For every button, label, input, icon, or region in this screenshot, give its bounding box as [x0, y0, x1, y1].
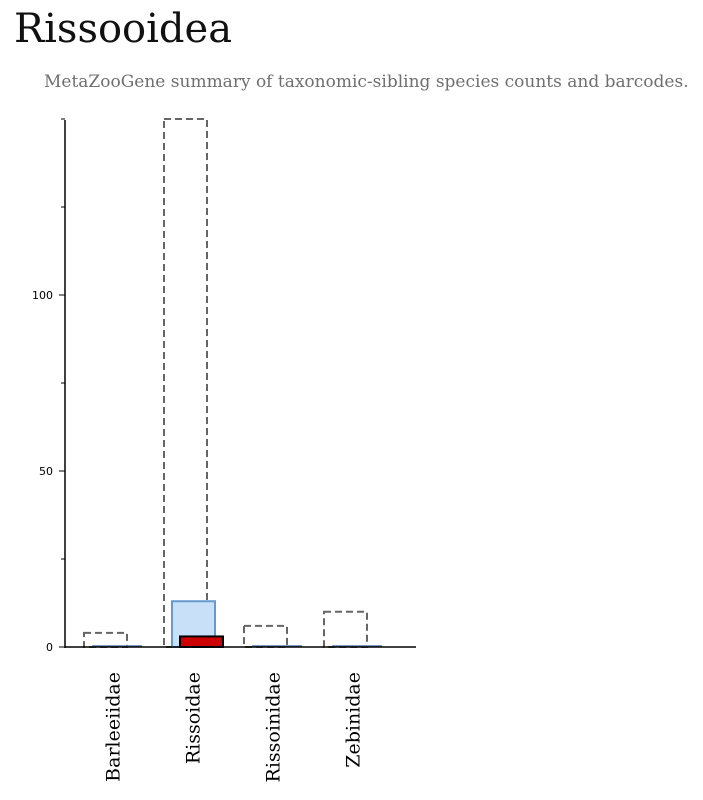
outline-bar-zebinidae: [323, 610, 368, 648]
y-tick-labels: 0 50 100: [32, 289, 53, 654]
x-tick-label-zebinidae: Zebinidae: [343, 672, 365, 768]
page-title: Rissooidea: [14, 6, 233, 52]
x-tick-labels: Barleeiidae Rissoidae Rissoinidae Zebinidae: [103, 672, 365, 782]
x-tick-label-rissoidae: Rissoidae: [183, 672, 205, 764]
y-minor-ticks: [59, 118, 65, 648]
outline-bar-barleeiidae: [83, 631, 128, 648]
x-tick-label-rissoinidae: Rissoinidae: [263, 672, 285, 782]
bars: [83, 118, 382, 649]
outline-bar-rissoidae: [163, 118, 208, 648]
x-tick-label-barleeiidae: Barleeiidae: [103, 672, 125, 782]
y-tick-label: 0: [46, 641, 53, 654]
y-tick-label: 100: [32, 289, 53, 302]
highlight-bar-rissoidae: [179, 635, 224, 649]
page-subtitle: MetaZooGene summary of taxonomic-sibling…: [44, 72, 689, 92]
y-tick-label: 50: [39, 465, 53, 478]
outline-bar-rissoinidae: [243, 624, 288, 649]
